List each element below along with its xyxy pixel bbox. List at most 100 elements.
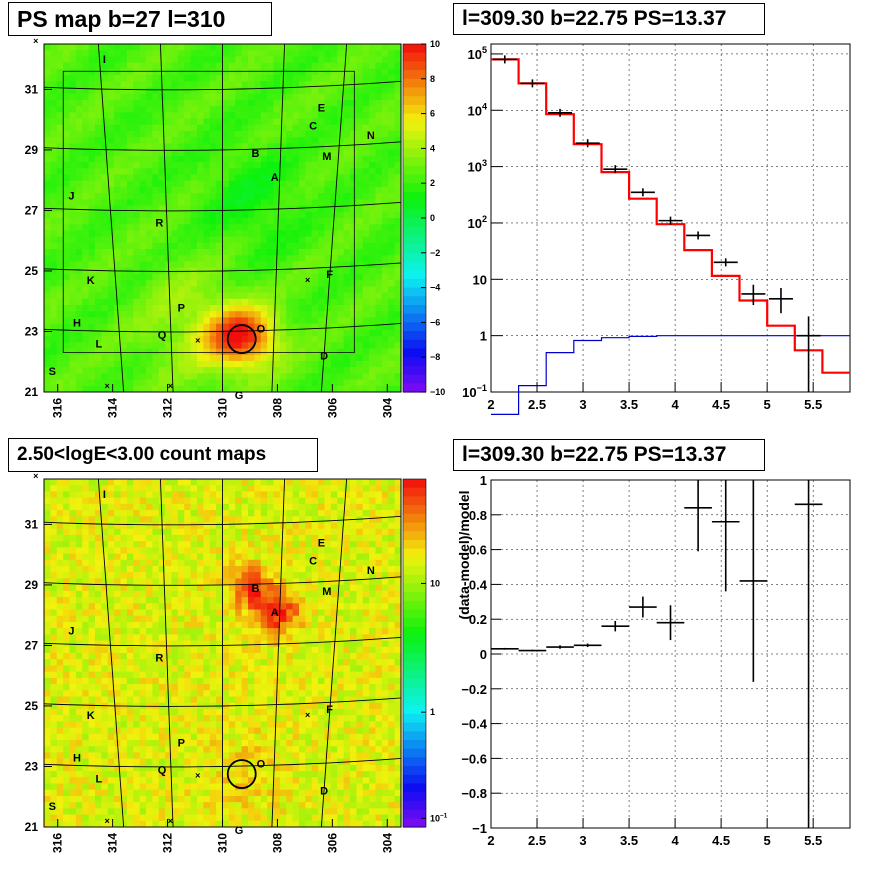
count-map-cell — [184, 740, 192, 747]
ps-map-cell — [190, 106, 198, 113]
count-map-cell — [171, 721, 179, 729]
count-map-cell — [75, 479, 83, 486]
count-map-cell — [190, 795, 198, 803]
ps-map-cell — [209, 143, 217, 151]
ps-map-cell — [228, 255, 236, 262]
count-map-cell — [63, 677, 71, 685]
count-map-cell — [184, 547, 192, 555]
ps-map-cell — [330, 50, 338, 57]
ps-map-cell — [267, 242, 275, 250]
ps-map-cell — [203, 385, 211, 393]
count-map-cell — [184, 820, 192, 828]
ps-map-cell — [299, 273, 306, 281]
ps-map-cell — [44, 106, 51, 113]
count-map-cell — [88, 671, 96, 679]
count-map-cell — [69, 578, 77, 586]
ps-map-cell — [101, 50, 109, 57]
ps-map-cell — [63, 143, 71, 151]
ps-map-cell — [279, 367, 287, 374]
count-map-cell — [165, 783, 173, 791]
ps-map-cell — [95, 317, 102, 325]
count-map-cell — [177, 690, 185, 697]
ps-map-label-m: M — [322, 151, 331, 163]
ps-map-cell — [146, 124, 153, 132]
count-map-cell — [120, 808, 128, 816]
ps-map-cell — [50, 162, 58, 169]
ps-map-cell — [222, 50, 230, 57]
ps-map-cell — [235, 68, 243, 76]
ps-map-cell — [305, 249, 313, 256]
count-map-cell — [126, 764, 134, 772]
ps-map-cell — [388, 311, 396, 318]
ps-map-cell — [88, 174, 96, 182]
ps-map-cell — [63, 273, 71, 281]
ps-map-cell — [101, 87, 109, 95]
count-map-cell — [101, 746, 109, 753]
ps-map-cell — [248, 329, 255, 337]
ps-map-cell — [177, 99, 185, 107]
count-map-cell — [56, 814, 64, 822]
ps-map-cell — [330, 162, 338, 169]
count-map-cell — [203, 584, 211, 592]
count-map-cell — [120, 578, 128, 586]
ps-map-cell — [369, 205, 377, 213]
ps-map-cell — [50, 385, 58, 393]
count-map-cell — [107, 609, 115, 617]
count-map-cell — [190, 758, 198, 766]
count-map-cell — [241, 777, 249, 784]
ps-map-cell — [63, 168, 71, 175]
ps-map-cell — [350, 218, 357, 225]
ps-map-cell — [69, 124, 77, 132]
ps-map-cell — [56, 305, 64, 312]
count-map-cell — [75, 584, 83, 592]
ps-map-cell — [177, 311, 185, 318]
ps-map-cell — [299, 168, 306, 175]
count-map-cell — [165, 497, 173, 505]
count-map-cell — [152, 628, 160, 635]
count-map-cell — [171, 491, 179, 499]
count-map-cell — [190, 696, 198, 704]
ps-map-cell — [381, 155, 389, 163]
count-map-cell — [177, 541, 185, 548]
count-map-cell — [63, 708, 71, 716]
ps-map-cell — [305, 317, 313, 325]
count-map-cell — [222, 479, 230, 486]
ps-map-cell — [50, 255, 58, 262]
ps-map-cell — [133, 379, 141, 387]
ps-map-cell — [330, 180, 338, 188]
count-map-cell — [228, 572, 236, 579]
count-map-cell — [228, 534, 236, 542]
ps-map-cell — [44, 385, 51, 393]
count-map-cell — [152, 764, 160, 772]
ps-map-cell — [82, 174, 90, 182]
ps-map-cell — [292, 44, 300, 51]
ps-map-cell — [75, 162, 83, 169]
ps-map-cell — [375, 44, 383, 51]
ps-map-cell — [311, 224, 319, 231]
ps-map-cell — [82, 93, 90, 101]
count-map-cell — [209, 814, 217, 822]
ps-map-cell — [82, 131, 90, 138]
count-map-cell — [107, 541, 115, 548]
ps-map-cell — [388, 317, 396, 325]
count-map-cell — [184, 752, 192, 760]
ps-map-parallel — [43, 80, 402, 91]
ps-map-cell — [330, 143, 338, 151]
ps-map-cell — [369, 68, 377, 76]
ps-map-cell — [190, 193, 198, 200]
ps-map-cell — [56, 162, 64, 169]
ps-map-cell — [356, 236, 364, 244]
ps-map-cell — [146, 162, 153, 169]
count-map-cell — [69, 820, 77, 828]
ps-map-cell — [267, 131, 275, 138]
ps-map-cell — [75, 242, 83, 250]
ps-map-cell — [241, 81, 249, 88]
ps-map-cell — [139, 379, 147, 387]
ps-map-cell — [362, 155, 370, 163]
count-map-cell — [241, 621, 249, 629]
count-map-cell — [216, 603, 224, 610]
ps-map-cell — [324, 305, 332, 312]
ps-map-cell — [177, 255, 185, 262]
ps-map-cell — [63, 323, 71, 331]
count-map-cell — [133, 479, 141, 486]
